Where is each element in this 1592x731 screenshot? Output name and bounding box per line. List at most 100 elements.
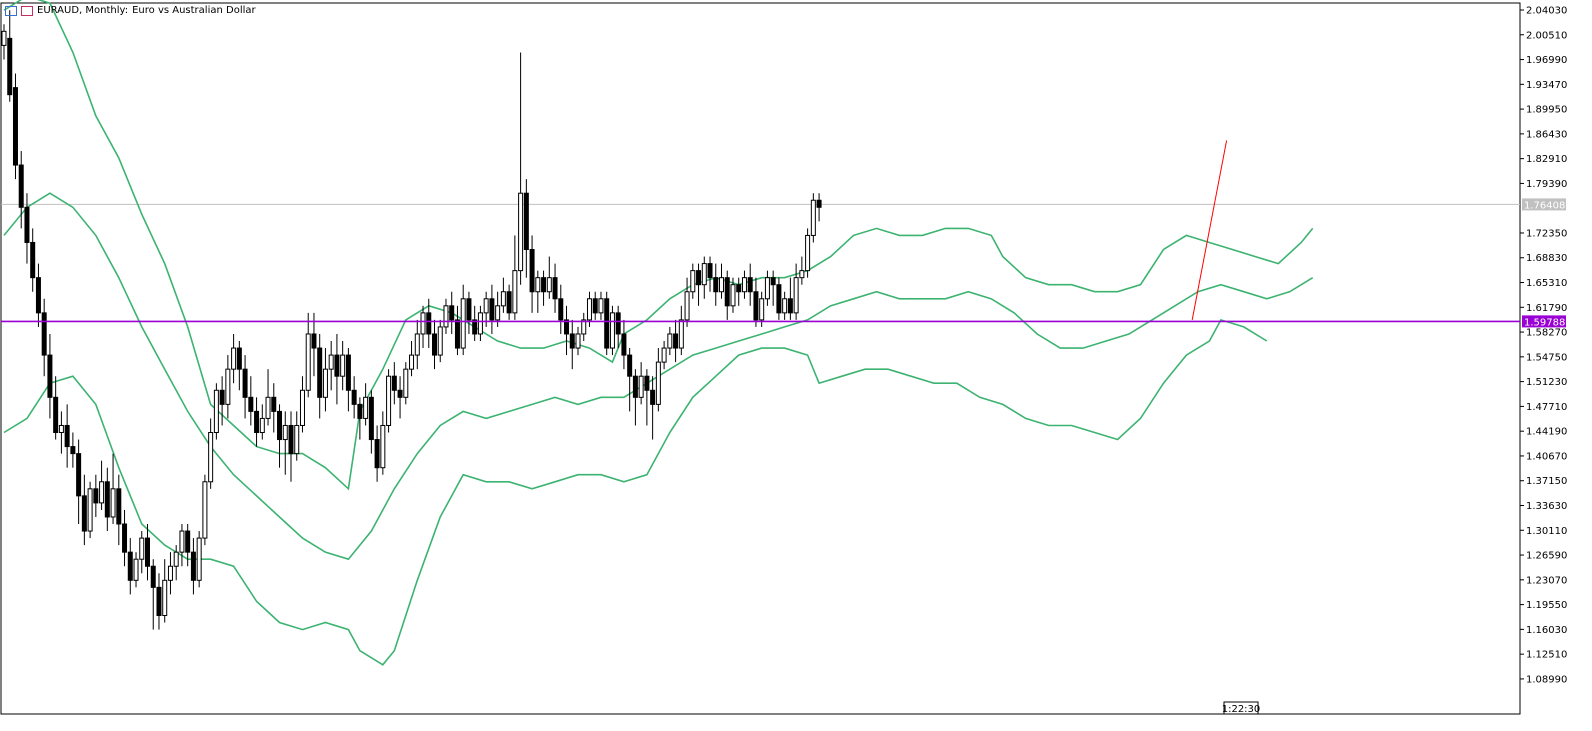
y-tick-label: 1.33630 [1526,501,1567,512]
candle [357,397,363,440]
candle-body [552,277,558,300]
candle-body [288,424,294,455]
candle-body [185,530,191,553]
candle-body [380,424,386,469]
candle-body [167,565,173,581]
candle [437,319,443,363]
candle [24,193,30,264]
candle [644,369,650,426]
candle-body [41,312,47,356]
candle-body [483,298,489,314]
candle-body [208,432,214,483]
candle-body [776,284,782,314]
candle [655,348,661,412]
chart-type-icon[interactable] [21,5,33,16]
y-tick-label: 1.79390 [1526,179,1567,190]
candle-body [793,277,799,314]
candle-body [529,249,535,293]
candle-body [753,291,759,321]
y-tick-label: 1.54750 [1526,352,1567,363]
candle [311,312,317,377]
y-tick-label: 1.82910 [1526,154,1567,165]
candle [426,298,432,349]
candle-body [500,291,506,307]
candle-body [437,326,443,356]
candle [650,376,656,440]
candle-body [345,354,351,391]
candle-body [391,375,397,391]
candle-body [87,488,93,532]
candle [816,193,822,222]
candle [76,439,82,525]
candle-body [460,298,466,349]
candle-body [397,389,403,398]
candle-body [299,389,305,426]
candle [236,341,242,391]
horizontal-level-tag-box [1522,315,1566,328]
candle [477,305,483,342]
current-price-tag-box [1522,198,1566,211]
y-tick-label: 1.47710 [1526,402,1567,413]
trend-line-group[interactable] [1191,140,1228,320]
trend-line[interactable] [1191,140,1228,320]
y-tick-label: 1.68830 [1526,253,1567,264]
candle [529,235,535,313]
candle-body [12,87,18,166]
candle [678,305,684,356]
candle-body [466,298,472,321]
candle-body [202,481,208,539]
time-countdown: 1:22:30 [1222,701,1261,715]
y-tick-label: 1.37150 [1526,476,1567,487]
candle [225,355,231,419]
candle-body [64,424,70,448]
candle [1,24,7,60]
candle-body [133,558,139,581]
candle [345,348,351,412]
candle [443,298,449,334]
candle-body [53,396,59,434]
candle [454,305,460,356]
candle-body [70,446,76,455]
candle [58,411,64,454]
candle-body [454,319,460,349]
candle-body [621,333,627,356]
candle-body [581,319,587,335]
y-tick-label: 1.61790 [1526,303,1567,314]
candle-body [673,333,679,349]
candle-body [770,277,776,286]
candle-body [805,234,811,272]
candle [363,383,369,426]
candle [409,341,415,377]
candle-body [512,270,518,314]
candle [420,305,426,349]
candle [162,559,168,623]
candle-body [162,579,168,617]
candle [701,256,707,299]
y-tick-label: 1.89950 [1526,105,1567,116]
candle-body [311,333,317,349]
candle-body [386,375,392,426]
candle-body [24,206,30,243]
y-tick-label: 1.86430 [1526,129,1567,140]
candle-body [340,354,346,377]
candle-body [759,298,765,321]
candle-body [248,396,254,412]
candle-body [196,537,202,581]
candle [334,333,340,405]
y-tick-label: 1.93470 [1526,80,1567,91]
candle [787,277,793,320]
y-tick-label: 2.04030 [1526,6,1567,17]
candle-body [259,417,265,434]
candle [684,277,690,327]
candle [185,524,191,567]
candle [638,362,644,405]
candle-body [58,424,64,434]
candle [707,256,713,292]
candle-body [271,396,277,412]
chart-menu-icon[interactable] [5,5,17,16]
candle [615,305,621,349]
countdown-label: 1:22:30 [1222,704,1261,715]
